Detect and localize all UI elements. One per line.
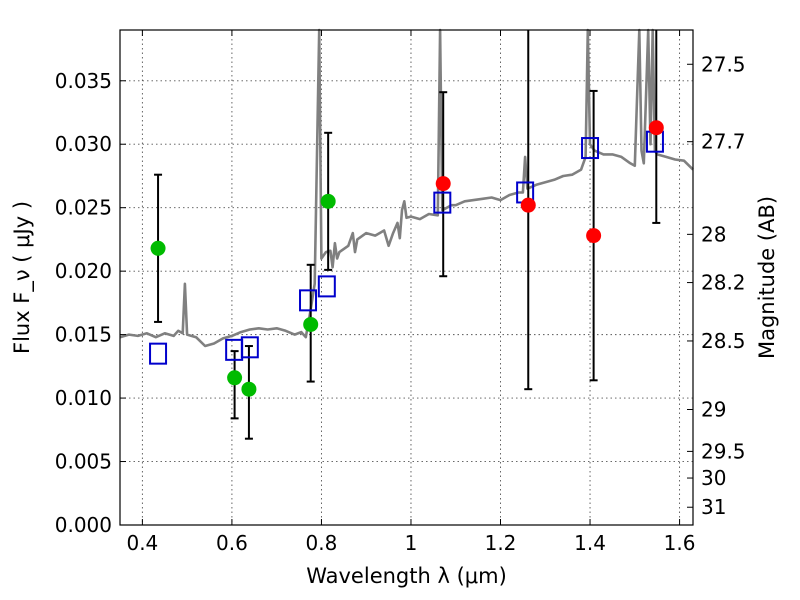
- right-tick-label: 28.5: [701, 329, 746, 353]
- x-tick-label: 0.6: [216, 531, 248, 555]
- y-tick-label: 0.015: [55, 323, 112, 347]
- y-axis-label: Flux F_ν ( μJy ): [10, 201, 35, 354]
- right-tick-label: 27.5: [701, 52, 746, 76]
- grid-lines: [120, 30, 693, 525]
- right-tick-label: 29.5: [701, 439, 746, 463]
- flux-point: [648, 120, 664, 136]
- flux-point: [241, 381, 257, 397]
- x-axis-label: Wavelength λ (μm): [306, 564, 507, 588]
- spectrum-line: [119, 28, 694, 348]
- x-tick-label: 1.2: [485, 531, 517, 555]
- flux-point: [586, 228, 602, 244]
- x-tick-label: 1: [405, 531, 418, 555]
- right-tick-label: 31: [701, 495, 726, 519]
- y-tick-label: 0.025: [55, 196, 112, 220]
- plot-frame: [119, 29, 694, 526]
- right-tick-label: 29: [701, 398, 726, 422]
- flux-point: [435, 176, 451, 192]
- flux-point: [227, 370, 243, 386]
- model-flux-square: [317, 275, 336, 298]
- y-tick-label: 0.030: [55, 132, 112, 156]
- y-tick-label: 0.035: [55, 69, 112, 93]
- model-flux-square: [149, 342, 168, 365]
- y-tick-label: 0.000: [55, 513, 112, 537]
- right-tick-label: 30: [701, 466, 726, 490]
- right-tick-label: 28.2: [701, 271, 746, 295]
- right-tick-label: 28: [701, 222, 726, 246]
- y-tick-label: 0.020: [55, 259, 112, 283]
- flux-point: [520, 197, 536, 213]
- y-tick-label: 0.005: [55, 450, 112, 474]
- flux-point: [303, 316, 319, 332]
- x-tick-label: 0.4: [126, 531, 158, 555]
- x-tick-label: 1.6: [664, 531, 696, 555]
- model-flux-square: [299, 289, 318, 312]
- model-flux-square: [581, 137, 600, 160]
- flux-point: [320, 193, 336, 209]
- model-spectrum: [119, 28, 694, 348]
- model-flux-square: [433, 191, 452, 214]
- flux-point: [150, 240, 166, 256]
- model-flux-square: [240, 336, 259, 359]
- x-tick-label: 0.8: [306, 531, 338, 555]
- right-axis-label: Magnitude (AB): [755, 196, 779, 359]
- y-tick-label: 0.010: [55, 386, 112, 410]
- model-photometry-squares: [149, 130, 664, 365]
- right-tick-label: 27.7: [701, 130, 746, 154]
- axis-ticks: 0.4 0.6 0.8 1 1.2 1.4 1.6 0.000 0.005 0.010 0.015 0…: [55, 30, 746, 555]
- x-tick-label: 1.4: [574, 531, 606, 555]
- observed-flux-points: [150, 120, 664, 397]
